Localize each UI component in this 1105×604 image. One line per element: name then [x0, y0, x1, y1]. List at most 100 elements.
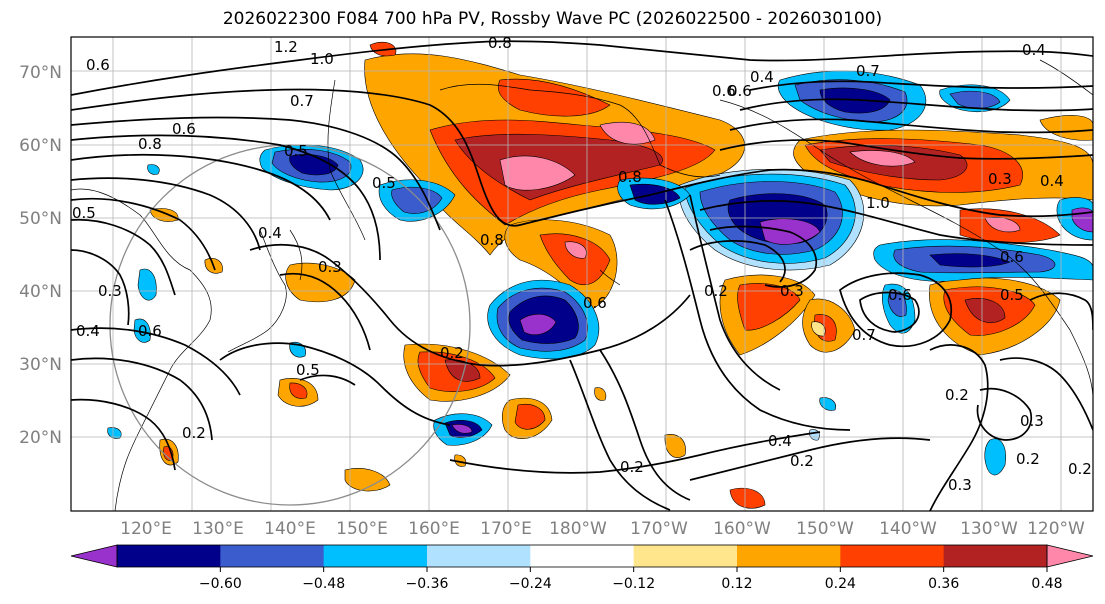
- anomaly-positive: [539, 233, 611, 285]
- lon-label: 170°E: [480, 519, 532, 539]
- contour-label: 1.0: [310, 50, 334, 68]
- lon-label: 170°W: [630, 519, 688, 539]
- contour-label: 0.5: [72, 204, 96, 222]
- contour-label: 0.2: [790, 452, 814, 470]
- anomaly-positive: [499, 155, 576, 191]
- colorbar-tick-label: 0.36: [928, 576, 959, 592]
- contour-label: 0.3: [988, 170, 1012, 188]
- contour-label: 0.4: [768, 432, 792, 450]
- contour-label: 0.3: [1020, 412, 1044, 430]
- contour-label: 0.8: [138, 135, 162, 153]
- contour-label: 0.5: [296, 361, 320, 379]
- colorbar-tick-label: −0.24: [509, 576, 552, 592]
- contour-label: 0.6: [172, 120, 196, 138]
- lat-label: 60°N: [19, 136, 62, 156]
- lat-label: 20°N: [19, 428, 62, 448]
- colorbar-bin: [530, 545, 635, 567]
- colorbar-tick-label: 0.12: [721, 576, 752, 592]
- colorbar-tick-label: −0.48: [302, 576, 345, 592]
- lon-label: 130°W: [960, 519, 1018, 539]
- anomaly-positive: [737, 283, 801, 331]
- contour-label: 0.2: [704, 282, 728, 300]
- contour-label: 0.7: [290, 92, 314, 110]
- contour-label: 0.4: [1022, 41, 1046, 59]
- colorbar-bin: [840, 545, 945, 567]
- lon-label: 150°E: [336, 519, 388, 539]
- contour-label: 0.6: [138, 322, 162, 340]
- lon-label: 140°E: [264, 519, 316, 539]
- contour-label: 0.3: [780, 282, 804, 300]
- distance-circle: [109, 144, 471, 506]
- contour-label: 0.2: [1016, 450, 1040, 468]
- contour-label: 0.2: [182, 424, 206, 442]
- anomaly-positive: [289, 382, 308, 399]
- contour-label: 0.2: [620, 458, 644, 476]
- contour-label: 0.2: [1068, 460, 1092, 478]
- colorbar-bin: [117, 545, 221, 567]
- contour-label: 0.7: [852, 326, 876, 344]
- lat-label: 40°N: [19, 282, 62, 302]
- colorbar-tick-label: −0.12: [612, 576, 655, 592]
- contour-label: 0.8: [618, 168, 642, 186]
- lat-label: 30°N: [19, 355, 62, 375]
- lon-label: 150°W: [796, 519, 854, 539]
- contour-label: 0.4: [258, 224, 282, 242]
- colorbar-bin: [427, 545, 531, 567]
- contour-label: 0.6: [1000, 248, 1024, 266]
- anomaly-positive: [564, 241, 587, 259]
- colorbar-bin: [737, 545, 841, 567]
- contour-label: 0.4: [750, 68, 774, 86]
- anomaly-positive: [444, 359, 481, 382]
- colorbar-tick-label: −0.36: [406, 576, 449, 592]
- anomaly-negative: [929, 253, 1011, 268]
- anomaly-negative: [289, 154, 339, 176]
- contour-label: 0.5: [284, 142, 308, 160]
- contour-label: 0.6: [712, 82, 736, 100]
- anomaly-negative: [984, 438, 1006, 476]
- contour-label: 0.7: [856, 62, 880, 80]
- colorbar: −0.60 −0.48 −0.36 −0.24 −0.12 0.12 0.24 0.36 0.4…: [70, 544, 1094, 592]
- anomaly-negative: [107, 427, 122, 439]
- lon-label: 160°E: [408, 519, 460, 539]
- lon-label: 120°E: [120, 519, 172, 539]
- lat-label: 70°N: [19, 63, 62, 83]
- contour-label: 0.3: [98, 282, 122, 300]
- colorbar-tick-label: 0.24: [825, 576, 856, 592]
- colorbar-tick-label: −0.60: [199, 576, 242, 592]
- lat-label: 50°N: [19, 209, 62, 229]
- anomaly-negative: [519, 313, 557, 335]
- map-title: 2026022300 F084 700 hPa PV, Rossby Wave …: [222, 9, 883, 29]
- colorbar-frame: [116, 544, 1048, 568]
- coastlines: [71, 59, 1093, 511]
- contour-label: 0.6: [583, 294, 607, 312]
- contour-label: 0.4: [76, 322, 100, 340]
- lon-label: 160°W: [713, 519, 771, 539]
- map-panel: 0.8 1.0 1.2 0.6 0.7 0.6 0.8 0.5 0.5 0.4 …: [71, 34, 1093, 511]
- anomaly-positive: [514, 403, 546, 430]
- contour-label: 1.0: [866, 194, 890, 212]
- anomaly-negative: [133, 318, 151, 343]
- pv-contours: [71, 40, 1093, 511]
- anomaly-positive: [664, 434, 686, 458]
- contour-label: 0.6: [888, 286, 912, 304]
- anomaly-positive: [594, 387, 607, 401]
- longitude-labels: 120°E 130°E 140°E 150°E 160°E 170°E 180°…: [120, 519, 1085, 539]
- colorbar-bin: [633, 545, 738, 567]
- colorbar-bin: [323, 545, 428, 567]
- lon-label: 140°W: [879, 519, 937, 539]
- lon-label: 180°W: [549, 519, 607, 539]
- contour-label: 0.8: [488, 34, 512, 52]
- contour-label: 0.4: [1040, 172, 1064, 190]
- anomaly-negative: [147, 164, 160, 175]
- contour-label: 0.2: [945, 386, 969, 404]
- contour-label: 0.3: [948, 476, 972, 494]
- contour-label: 0.6: [86, 56, 110, 74]
- contour-label: 0.8: [480, 231, 504, 249]
- graticule: [71, 37, 1093, 511]
- anomaly-positive: [599, 122, 656, 145]
- anomaly-negative: [887, 289, 907, 317]
- lon-label: 130°E: [192, 519, 244, 539]
- contour-labels: 0.8 1.0 1.2 0.6 0.7 0.6 0.8 0.5 0.5 0.4 …: [72, 34, 1092, 494]
- latitude-labels: 70°N 60°N 50°N 40°N 30°N 20°N: [19, 63, 62, 448]
